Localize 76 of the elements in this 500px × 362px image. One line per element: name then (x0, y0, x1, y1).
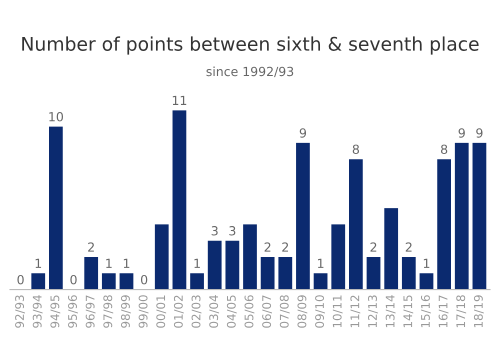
bar (102, 273, 116, 290)
data-label: 1 (318, 258, 324, 268)
data-label: 1 (124, 258, 130, 268)
data-label: 10 (49, 112, 64, 122)
x-tick-label: 13/14 (386, 295, 396, 328)
bar (208, 240, 222, 290)
x-tick-label: 07/08 (280, 295, 290, 328)
bar (384, 208, 398, 290)
bar (296, 142, 310, 290)
data-label: 1 (36, 258, 42, 268)
bar (172, 110, 186, 290)
x-tick-label: 02/03 (192, 295, 202, 328)
bar (349, 159, 363, 290)
chart-title: Number of points between sixth & seventh place (22, 36, 479, 55)
data-label: 2 (370, 242, 376, 252)
bar (225, 240, 240, 290)
data-label: 11 (172, 96, 186, 105)
bar (49, 126, 63, 290)
bar (454, 142, 469, 290)
x-tick-label: 06/07 (262, 295, 272, 328)
x-tick-label: 15/16 (420, 295, 431, 328)
data-label: 1 (106, 258, 112, 268)
data-label: 2 (282, 242, 288, 252)
data-label: 2 (406, 242, 412, 252)
x-tick-label: 04/05 (226, 295, 237, 328)
x-tick-label: 98/99 (120, 295, 131, 328)
x-tick-label: 97/98 (103, 295, 114, 328)
chart-subtitle: since 1992/93 (206, 66, 294, 78)
x-tick-label: 18/19 (474, 295, 484, 328)
bar (437, 159, 451, 290)
x-tick-label: 01/02 (174, 296, 184, 328)
x-tick-label: 14/15 (403, 295, 414, 328)
bar (190, 273, 204, 290)
data-label: 9 (458, 128, 465, 138)
x-tick-label: 10/11 (332, 296, 343, 328)
bar (154, 224, 169, 290)
data-label: 9 (300, 128, 306, 138)
x-tick-label: 12/13 (368, 295, 378, 328)
x-tick-label: 93/94 (32, 295, 43, 328)
bar (260, 257, 275, 290)
bar (120, 273, 134, 290)
x-tick-label: 09/10 (315, 295, 325, 328)
x-tick-label: 17/18 (456, 295, 466, 328)
bar (278, 257, 292, 290)
x-tick-label: 03/04 (209, 295, 220, 328)
bar (314, 273, 328, 290)
data-label: 2 (264, 242, 270, 252)
x-tick-label: 08/09 (297, 295, 308, 328)
bar (84, 257, 98, 290)
x-tick-label: 99/00 (138, 295, 148, 328)
data-label: 8 (352, 144, 360, 154)
x-tick-label: 00/01 (156, 296, 166, 328)
data-label: 1 (194, 258, 200, 268)
data-label: 3 (229, 226, 236, 236)
bar (243, 224, 257, 290)
bar (31, 273, 46, 290)
data-label: 8 (440, 144, 448, 154)
x-tick-label: 92/93 (15, 295, 25, 328)
x-tick-label: 94/95 (50, 295, 60, 328)
x-tick-label: 16/17 (438, 295, 448, 328)
data-label: 0 (17, 274, 24, 284)
data-label: 0 (70, 274, 77, 284)
data-label: 3 (212, 226, 218, 236)
data-label: 9 (476, 128, 483, 138)
bar (366, 257, 380, 290)
data-label: 2 (88, 242, 94, 252)
data-label: 1 (424, 258, 430, 268)
x-tick-label: 96/97 (86, 295, 96, 328)
bar (402, 257, 416, 290)
data-label: 0 (140, 274, 148, 284)
x-tick-label: 11/12 (350, 296, 360, 328)
bar (420, 273, 434, 290)
bar (472, 142, 486, 290)
x-tick-label: 05/06 (244, 295, 254, 328)
bar (331, 224, 346, 290)
x-tick-label: 95/96 (68, 295, 78, 328)
